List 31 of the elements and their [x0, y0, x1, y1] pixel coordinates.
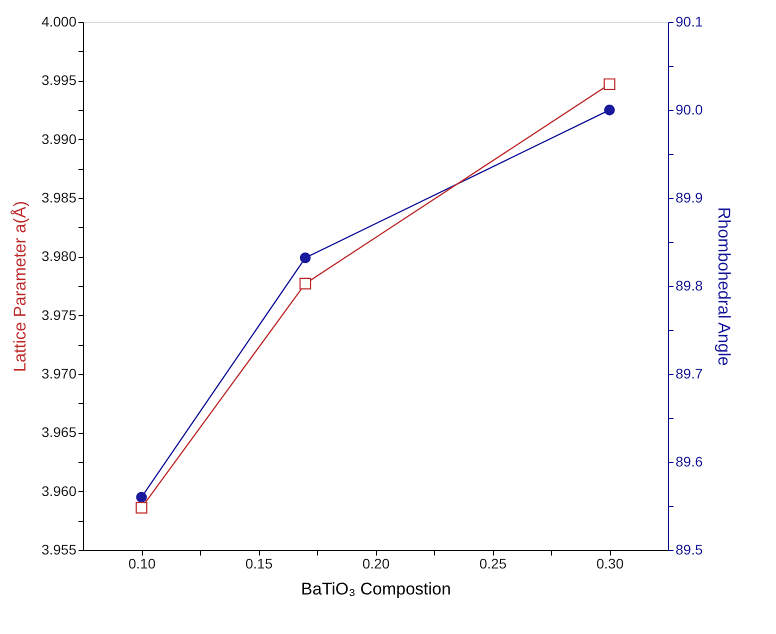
y-tick-label: 3.965 — [41, 424, 77, 440]
y2-tick-label: 89.6 — [676, 454, 703, 470]
y-tick-label: 3.955 — [41, 542, 77, 558]
y-tick-label: 3.980 — [41, 248, 77, 264]
y2-tick-label: 89.8 — [676, 278, 703, 294]
y-tick-label: 3.990 — [41, 130, 77, 147]
x-tick-label: 0.30 — [596, 556, 624, 572]
y-tick-label: 3.995 — [41, 72, 77, 88]
point — [136, 502, 148, 514]
y2-tick-label: 89.5 — [676, 542, 703, 558]
point — [604, 78, 616, 90]
x-tick-label: 0.25 — [479, 556, 507, 572]
y-axis-title: Lattice Parameter a(Å) — [10, 200, 30, 372]
x-tick-label: 0.20 — [362, 556, 390, 572]
y-tick-label: 4.000 — [41, 14, 77, 30]
x-tick-label: 0.10 — [128, 556, 156, 572]
x-axis-title: BaTiO₃ Compostion — [301, 580, 451, 598]
y-tick-label: 3.975 — [41, 306, 77, 323]
y2-tick-label: 90.1 — [676, 14, 703, 30]
point — [299, 278, 312, 290]
y2-tick-label: 89.9 — [676, 190, 703, 206]
point — [604, 104, 615, 116]
y-tick-label: 3.985 — [41, 190, 77, 206]
x-tick-label: 0.15 — [245, 556, 273, 572]
y2-axis-title: Rhombohedral Angle — [714, 207, 734, 366]
point — [300, 252, 311, 264]
y2-tick-label: 89.7 — [676, 366, 703, 382]
y-tick-label: 3.960 — [41, 482, 77, 499]
y2-tick-label: 90.0 — [676, 102, 703, 118]
point — [136, 492, 147, 503]
y-tick-label: 3.970 — [41, 366, 77, 382]
